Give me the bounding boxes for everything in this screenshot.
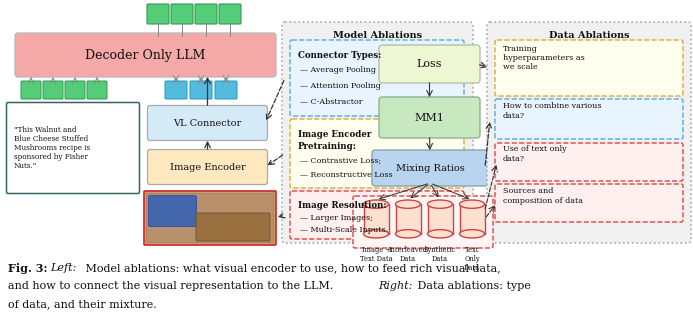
Text: Text
Only
Data: Text Only Data [464,246,480,272]
Text: — Multi-Scale Inputs.: — Multi-Scale Inputs. [300,226,388,234]
Text: Image Encoder: Image Encoder [298,129,371,138]
FancyBboxPatch shape [146,194,274,243]
FancyBboxPatch shape [144,191,276,245]
FancyBboxPatch shape [495,99,683,139]
Text: of data, and their mixture.: of data, and their mixture. [8,299,157,309]
Text: Interleaved
Data: Interleaved Data [389,246,428,263]
FancyBboxPatch shape [495,40,683,96]
Text: Data Ablations: Data Ablations [549,30,629,39]
Text: — C-Abstractor: — C-Abstractor [300,98,362,106]
FancyBboxPatch shape [21,81,41,99]
FancyBboxPatch shape [495,184,683,222]
Text: Image Resolution:: Image Resolution: [298,201,387,210]
Text: Connector Types:: Connector Types: [298,51,381,60]
Bar [364,204,389,234]
Text: — Attention Pooling: — Attention Pooling [300,82,381,90]
Text: Left:: Left: [50,263,76,273]
FancyBboxPatch shape [290,119,464,188]
Ellipse shape [364,200,389,208]
Text: — Reconstructive Loss: — Reconstructive Loss [300,171,393,179]
Text: Synthetic
Data: Synthetic Data [424,246,456,263]
Text: Mixing Ratios: Mixing Ratios [396,164,464,172]
FancyBboxPatch shape [148,150,267,184]
Text: Fig. 3:: Fig. 3: [8,263,48,274]
FancyBboxPatch shape [290,40,464,116]
Bar [459,204,484,234]
FancyBboxPatch shape [87,81,107,99]
FancyBboxPatch shape [195,4,217,24]
Text: MM1: MM1 [414,113,444,122]
FancyBboxPatch shape [196,213,270,241]
FancyBboxPatch shape [147,4,169,24]
FancyBboxPatch shape [353,196,493,248]
Text: VL Connector: VL Connector [173,118,242,127]
Text: and how to connect the visual representation to the LLM.: and how to connect the visual representa… [8,281,337,291]
Text: — Contrastive Loss;: — Contrastive Loss; [300,157,381,165]
FancyBboxPatch shape [43,81,63,99]
FancyBboxPatch shape [190,81,212,99]
FancyBboxPatch shape [165,81,187,99]
FancyBboxPatch shape [495,143,683,181]
Text: Decoder Only LLM: Decoder Only LLM [85,49,206,62]
FancyBboxPatch shape [215,81,237,99]
FancyBboxPatch shape [290,191,464,239]
Text: Model Ablations: Model Ablations [333,30,422,39]
FancyBboxPatch shape [6,103,139,194]
Bar [396,204,421,234]
Ellipse shape [428,230,453,238]
Text: — Larger Images;: — Larger Images; [300,214,373,222]
FancyBboxPatch shape [148,106,267,140]
Text: "This Walnut and
Blue Cheese Stuffed
Mushrooms recipe is
sponsored by Fisher
Nut: "This Walnut and Blue Cheese Stuffed Mus… [14,125,90,170]
Text: Loss: Loss [416,59,442,69]
Ellipse shape [459,230,484,238]
Text: Training
hyperparameters as
we scale: Training hyperparameters as we scale [503,45,585,71]
FancyBboxPatch shape [148,196,197,226]
Ellipse shape [396,230,421,238]
Ellipse shape [428,200,453,208]
FancyBboxPatch shape [282,22,473,243]
Text: Data ablations: type: Data ablations: type [414,281,531,291]
Text: Image Encoder: Image Encoder [170,163,245,171]
Text: Pretraining:: Pretraining: [298,141,357,151]
FancyBboxPatch shape [219,4,241,24]
Text: Image +
Text Data: Image + Text Data [360,246,392,263]
FancyBboxPatch shape [487,22,691,243]
Text: Right:: Right: [378,281,412,291]
FancyBboxPatch shape [372,150,488,186]
Text: Model ablations: what visual encoder to use, how to feed rich visual data,: Model ablations: what visual encoder to … [82,263,501,273]
FancyBboxPatch shape [379,45,480,83]
Ellipse shape [459,200,484,208]
Ellipse shape [396,200,421,208]
FancyBboxPatch shape [379,97,480,138]
FancyBboxPatch shape [171,4,193,24]
Bar [428,204,453,234]
FancyBboxPatch shape [65,81,85,99]
Text: How to combine various
data?: How to combine various data? [503,102,602,119]
Text: — Average Pooling: — Average Pooling [300,66,376,74]
Text: Use of text only
data?: Use of text only data? [503,145,567,163]
Ellipse shape [364,230,389,238]
Text: Sources and
composition of data: Sources and composition of data [503,187,583,205]
FancyBboxPatch shape [15,33,276,77]
